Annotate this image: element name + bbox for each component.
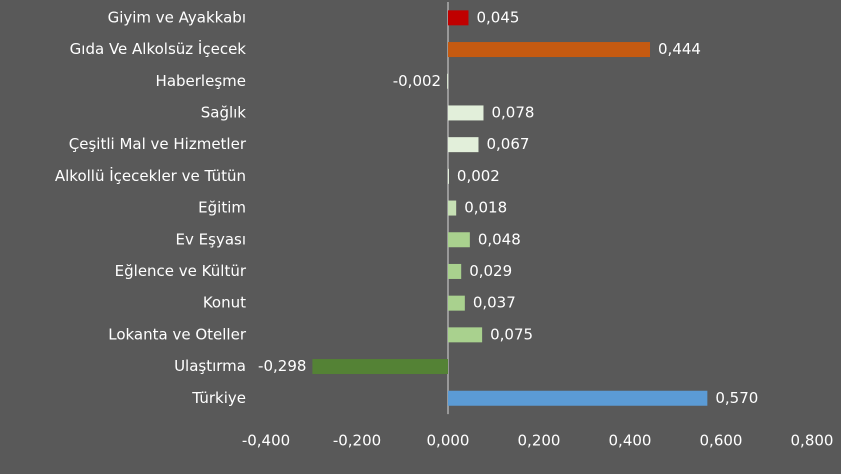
x-tick-label: 0,000 <box>427 432 470 450</box>
category-label: Türkiye <box>191 389 246 407</box>
value-label: 0,075 <box>490 325 533 343</box>
value-label: 0,018 <box>464 199 507 217</box>
value-label: 0,045 <box>476 8 519 26</box>
bar <box>448 232 470 248</box>
value-label: 0,048 <box>478 230 521 248</box>
x-tick-label: 0,200 <box>518 432 561 450</box>
bar <box>448 390 708 406</box>
bar <box>447 73 449 89</box>
category-label: Haberleşme <box>156 72 246 90</box>
value-label: -0,002 <box>393 72 441 90</box>
bar <box>448 105 484 121</box>
bar <box>448 295 465 311</box>
category-label: Gıda Ve Alkolsüz İçecek <box>70 39 247 58</box>
bar <box>448 327 483 343</box>
category-label: Giyim ve Ayakkabı <box>108 8 246 26</box>
category-label: Ev Eşyası <box>176 230 246 248</box>
value-label: -0,298 <box>258 357 306 375</box>
value-label: 0,002 <box>457 167 500 185</box>
category-label: Eğlence ve Kültür <box>115 262 247 280</box>
value-label: 0,078 <box>491 103 534 121</box>
value-label: 0,444 <box>658 40 701 58</box>
category-label: Eğitim <box>198 199 246 217</box>
category-label: Konut <box>203 294 246 312</box>
category-label: Lokanta ve Oteller <box>108 325 247 343</box>
value-label: 0,067 <box>486 135 529 153</box>
bar <box>448 263 462 279</box>
bar <box>312 359 448 375</box>
category-label: Alkollü İçecekler ve Tütün <box>55 166 246 185</box>
x-tick-label: -0,200 <box>333 432 381 450</box>
bar <box>448 137 479 153</box>
category-label: Çeşitli Mal ve Hizmetler <box>69 135 247 153</box>
x-tick-label: 0,600 <box>700 432 743 450</box>
x-tick-label: -0,400 <box>242 432 290 450</box>
category-label: Ulaştırma <box>174 357 246 375</box>
bar <box>448 200 457 216</box>
bar <box>448 42 651 58</box>
category-label: Sağlık <box>201 103 247 121</box>
bar <box>448 10 469 26</box>
x-tick-label: 0,400 <box>609 432 652 450</box>
bar <box>448 168 449 184</box>
x-tick-label: 0,800 <box>791 432 834 450</box>
value-label: 0,037 <box>473 294 516 312</box>
value-label: 0,570 <box>715 389 758 407</box>
value-label: 0,029 <box>469 262 512 280</box>
